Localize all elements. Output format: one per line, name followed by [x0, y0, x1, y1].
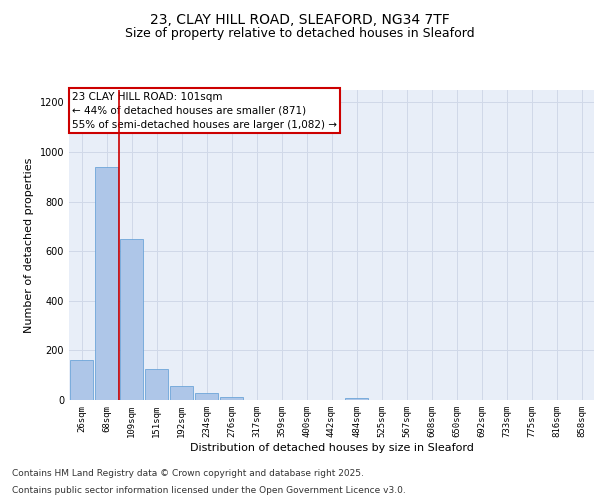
Bar	[95, 167, 118, 400]
Bar	[120, 240, 143, 400]
Bar	[220, 397, 243, 400]
Text: Size of property relative to detached houses in Sleaford: Size of property relative to detached ho…	[125, 28, 475, 40]
Bar	[195, 393, 218, 400]
X-axis label: Distribution of detached houses by size in Sleaford: Distribution of detached houses by size …	[190, 442, 473, 452]
Text: Contains public sector information licensed under the Open Government Licence v3: Contains public sector information licen…	[12, 486, 406, 495]
Bar	[70, 360, 93, 400]
Bar	[170, 386, 193, 400]
Text: 23, CLAY HILL ROAD, SLEAFORD, NG34 7TF: 23, CLAY HILL ROAD, SLEAFORD, NG34 7TF	[150, 12, 450, 26]
Text: Contains HM Land Registry data © Crown copyright and database right 2025.: Contains HM Land Registry data © Crown c…	[12, 468, 364, 477]
Bar	[145, 369, 168, 400]
Bar	[345, 398, 368, 400]
Text: 23 CLAY HILL ROAD: 101sqm
← 44% of detached houses are smaller (871)
55% of semi: 23 CLAY HILL ROAD: 101sqm ← 44% of detac…	[71, 92, 337, 130]
Y-axis label: Number of detached properties: Number of detached properties	[24, 158, 34, 332]
